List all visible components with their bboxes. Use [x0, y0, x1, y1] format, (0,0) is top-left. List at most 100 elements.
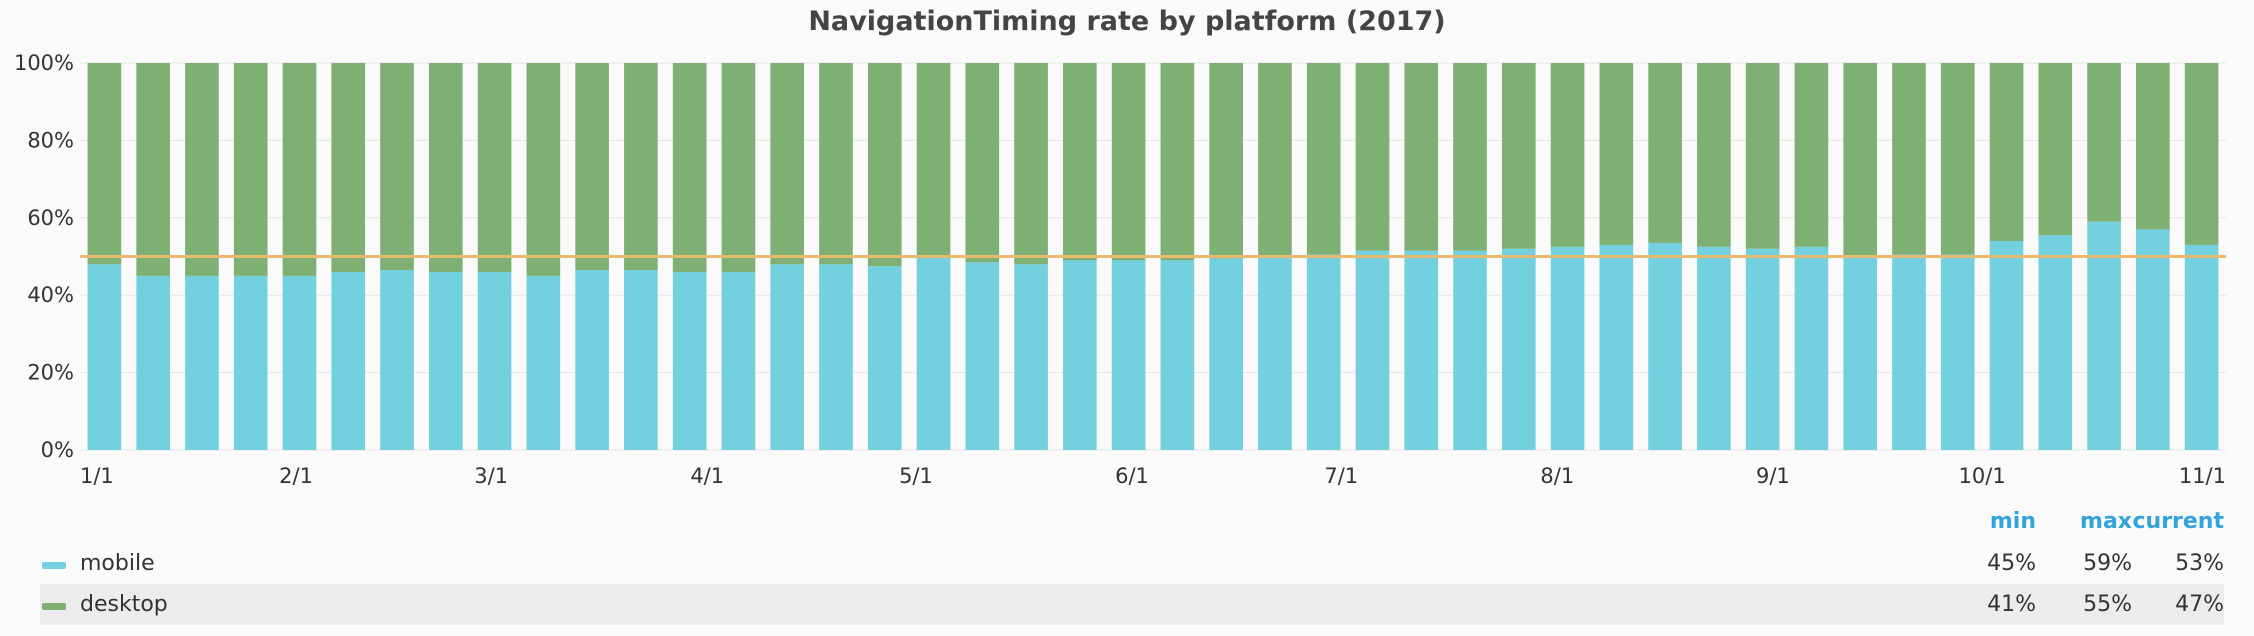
bar-mobile — [1160, 260, 1195, 450]
bar-mobile — [1892, 254, 1926, 450]
x-tick-label: 3/1 — [474, 464, 508, 488]
bars — [87, 63, 2219, 450]
bar-desktop — [1501, 63, 1536, 249]
legend-current-value: 47% — [2175, 592, 2224, 617]
x-tick-label: 4/1 — [690, 464, 724, 488]
bar-desktop — [1599, 63, 1634, 245]
bar-mobile — [2087, 221, 2121, 450]
bar-desktop — [1111, 63, 1146, 261]
bar-mobile — [1843, 256, 1878, 450]
legend-header-min[interactable]: min — [1989, 509, 2036, 534]
legend-max-value: 59% — [2083, 551, 2132, 576]
bar-desktop — [672, 63, 707, 272]
bar-mobile — [380, 270, 414, 450]
bar-mobile — [1111, 260, 1146, 450]
y-tick-label: 60% — [27, 206, 74, 230]
bar-desktop — [136, 63, 170, 276]
y-tick-label: 80% — [27, 128, 74, 152]
bar-desktop — [1940, 63, 1975, 255]
bar-mobile — [2038, 235, 2073, 450]
desktop-swatch — [42, 603, 66, 610]
x-axis-ticks: 1/1 2/1 3/1 4/1 5/1 6/1 7/1 8/1 9/1 10/1 11/1 — [80, 464, 2226, 488]
legend-header-current[interactable]: current — [2132, 509, 2224, 534]
x-tick-label: 2/1 — [279, 464, 313, 488]
bar-desktop — [1209, 63, 1243, 259]
bar-desktop — [819, 63, 853, 265]
bar-desktop — [1453, 63, 1487, 251]
x-tick-label: 8/1 — [1540, 464, 1574, 488]
legend-header-max[interactable]: max — [2080, 509, 2132, 534]
y-tick-label: 0% — [41, 438, 74, 462]
bar-mobile — [1453, 250, 1487, 450]
legend-min-value: 41% — [1987, 592, 2036, 617]
bar-desktop — [1160, 63, 1195, 261]
bar-mobile — [477, 271, 512, 450]
bar-mobile — [721, 271, 756, 450]
y-tick-label: 100% — [14, 51, 74, 75]
bar-desktop — [1989, 63, 2024, 242]
y-tick-label: 40% — [27, 283, 74, 307]
bar-desktop — [1404, 63, 1439, 251]
bar-desktop — [526, 63, 561, 276]
bar-desktop — [87, 63, 122, 265]
bar-mobile — [1404, 250, 1439, 450]
bar-desktop — [2136, 63, 2170, 230]
bar-mobile — [1258, 256, 1292, 450]
bar-desktop — [1843, 63, 1878, 257]
bar-desktop — [1745, 63, 1780, 249]
legend-row-desktop[interactable]: desktop 41% 55% 47% — [40, 584, 2224, 625]
bar-desktop — [428, 63, 463, 272]
legend-min-value: 45% — [1987, 551, 2036, 576]
bar-mobile — [233, 275, 268, 450]
bar-mobile — [1014, 264, 1048, 450]
legend-header: min max current — [40, 505, 2224, 543]
x-tick-label: 9/1 — [1756, 464, 1790, 488]
bar-mobile — [1209, 258, 1243, 450]
bar-desktop — [380, 63, 414, 271]
bar-mobile — [1989, 241, 2024, 450]
bar-desktop — [233, 63, 268, 276]
legend-row-mobile[interactable]: mobile 45% 59% 53% — [40, 543, 2224, 584]
x-tick-label: 5/1 — [899, 464, 933, 488]
bar-desktop — [1355, 63, 1390, 251]
bar-desktop — [185, 63, 219, 276]
bar-desktop — [1697, 63, 1731, 247]
bar-mobile — [1745, 248, 1780, 450]
bar-mobile — [624, 270, 658, 450]
x-tick-label: 1/1 — [80, 464, 114, 488]
bar-desktop — [770, 63, 805, 265]
bar-mobile — [1306, 254, 1341, 450]
bar-mobile — [87, 264, 122, 450]
bar-mobile — [1550, 246, 1585, 450]
stacked-bar-chart: 0% 20% 40% 60% 80% 100% 1/1 2/1 3/1 4/1 5/1 6/1 7/1… — [14, 51, 2226, 488]
bar-mobile — [1355, 250, 1390, 450]
bar-desktop — [721, 63, 756, 272]
bar-desktop — [867, 63, 902, 267]
bar-desktop — [1063, 63, 1097, 261]
legend-series-name[interactable]: desktop — [80, 592, 168, 617]
bar-mobile — [770, 264, 805, 450]
bar-mobile — [331, 271, 366, 450]
bar-desktop — [1258, 63, 1292, 257]
bar-mobile — [916, 256, 951, 450]
bar-desktop — [1306, 63, 1341, 255]
bar-mobile — [1599, 244, 1634, 450]
bar-desktop — [1648, 63, 1682, 243]
mobile-swatch — [42, 562, 66, 569]
bar-desktop — [477, 63, 512, 272]
x-tick-label: 11/1 — [2179, 464, 2226, 488]
bar-desktop — [2087, 63, 2121, 222]
x-tick-label: 7/1 — [1324, 464, 1358, 488]
bar-mobile — [136, 275, 170, 450]
bar-desktop — [2184, 63, 2219, 245]
x-tick-label: 10/1 — [1959, 464, 2006, 488]
bar-desktop — [331, 63, 366, 272]
legend-max-value: 55% — [2083, 592, 2132, 617]
bar-mobile — [2184, 244, 2219, 450]
bar-mobile — [819, 264, 853, 450]
bar-mobile — [965, 262, 1000, 450]
bar-desktop — [575, 63, 609, 271]
bar-desktop — [1794, 63, 1829, 247]
bar-mobile — [1648, 242, 1682, 450]
legend-series-name[interactable]: mobile — [80, 551, 155, 576]
